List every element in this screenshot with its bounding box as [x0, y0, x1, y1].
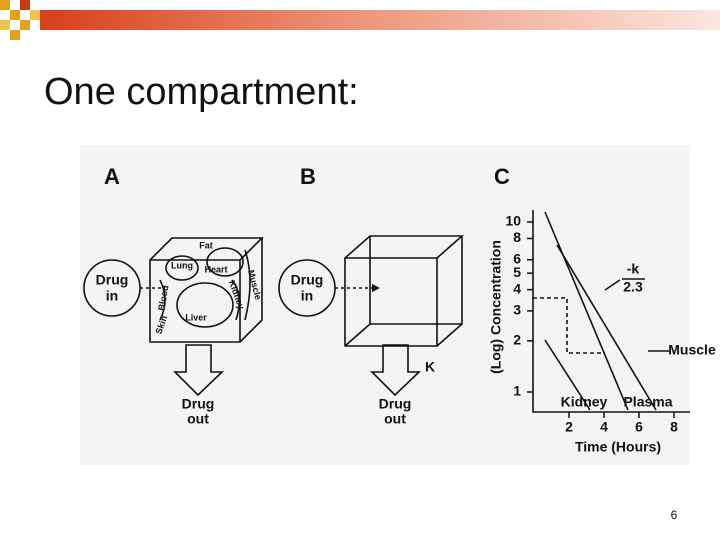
- y-tick-label: 2: [513, 332, 521, 348]
- y-tick-label: 8: [513, 229, 521, 245]
- curve-label: Muscle: [668, 342, 716, 358]
- x-tick-label: 8: [670, 419, 678, 435]
- y-tick-label: 10: [505, 213, 521, 229]
- page-number: 6: [671, 508, 678, 522]
- rate-constant: K: [425, 359, 435, 375]
- organ-label: Fat: [199, 240, 213, 250]
- y-tick-label: 1: [513, 383, 521, 399]
- drug-in: Drug: [96, 272, 129, 288]
- drug-out: Drug: [182, 396, 215, 412]
- slope-numerator: -k: [627, 261, 640, 277]
- y-axis-label: (Log) Concentration: [488, 240, 504, 374]
- drug-in: in: [301, 288, 313, 304]
- panel-c: C (Log) Concentration Time (Hours) -k 2.…: [488, 164, 716, 455]
- y-tick-label: 3: [513, 302, 521, 318]
- panel-b: B Drug in K Drug out: [278, 164, 465, 427]
- x-tick-label: 4: [600, 419, 608, 435]
- panel-label: A: [104, 164, 120, 189]
- curve-label: Plasma: [623, 394, 672, 410]
- organ-label: Heart: [204, 264, 227, 274]
- drug-in: Drug: [291, 272, 324, 288]
- drug-in: in: [106, 288, 118, 304]
- y-tick-label: 4: [513, 280, 521, 296]
- slope-denominator: 2.3: [623, 279, 643, 295]
- panel-label: C: [494, 164, 510, 189]
- x-axis-label: Time (Hours): [575, 439, 661, 455]
- organ-label: Blood: [156, 284, 170, 311]
- x-tick-label: 2: [565, 419, 573, 435]
- x-tick-label: 6: [635, 419, 643, 435]
- organ-label: Lung: [171, 260, 193, 270]
- slide-title: One compartment:: [44, 71, 359, 113]
- organ-label: Liver: [185, 312, 207, 322]
- header-decoration: [0, 0, 720, 40]
- drug-out: out: [384, 411, 406, 427]
- drug-out: out: [187, 411, 209, 427]
- y-tick-label: 6: [513, 250, 521, 266]
- panel-label: B: [300, 164, 316, 189]
- drug-out: Drug: [379, 396, 412, 412]
- y-tick-label: 5: [513, 264, 521, 280]
- curve-label: Kidney: [561, 394, 608, 410]
